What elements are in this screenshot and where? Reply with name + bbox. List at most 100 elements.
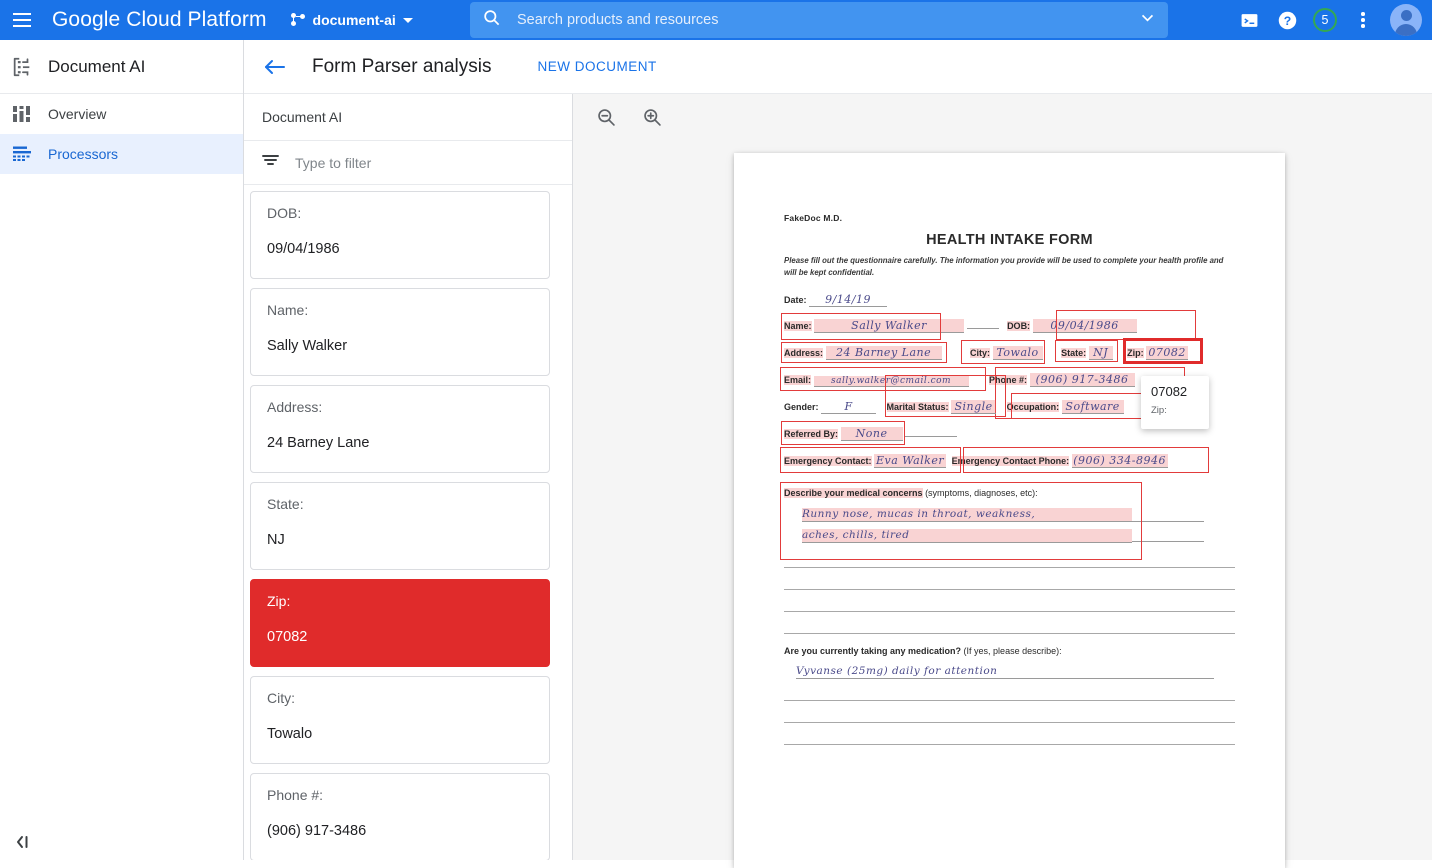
field-card-phone[interactable]: Phone #: (906) 917-3486 [250,773,550,860]
form-intro: Please fill out the questionnaire carefu… [784,256,1224,278]
field-value: NJ [267,532,285,548]
nav-product-title: Document AI [48,56,146,76]
marital-label: Marital Status: [886,402,949,413]
left-navigation: Document AI Overview [0,40,244,860]
field-value: 24 Barney Lane [267,435,370,451]
page-header: Form Parser analysis NEW DOCUMENT [244,40,1432,94]
global-search-bar[interactable] [470,2,1168,38]
extracted-fields-panel: Document AI DOB: 09/04/1986 Name: Sally … [244,94,573,860]
address-value: 24 Barney Lane [825,346,942,361]
field-value: (906) 917-3486 [267,823,367,839]
emergency-contact-label: Emergency Contact: [784,456,872,467]
concerns-question-bold: Describe your medical concerns [784,488,923,499]
hamburger-menu-icon[interactable] [0,0,44,40]
field-card-state[interactable]: State: NJ [250,482,550,570]
document-ai-icon [10,56,34,78]
date-value: 9/14/19 [809,293,888,308]
field-value: Sally Walker [267,338,348,354]
doc-row-date: Date: 9/14/19 [784,293,1235,313]
document-page[interactable]: FakeDoc M.D. HEALTH INTAKE FORM Please f… [734,153,1285,868]
emergency-phone-label: Emergency Contact Phone: [951,456,1070,467]
more-options-icon[interactable] [1346,3,1380,37]
avatar[interactable] [1390,4,1422,36]
dob-value: 09/04/1986 [1032,319,1137,334]
notifications-button[interactable]: 5 [1308,3,1342,37]
page-title: Form Parser analysis [312,55,492,77]
search-icon [482,8,501,32]
project-selector[interactable]: document-ai [290,12,413,28]
help-icon[interactable]: ? [1270,3,1304,37]
back-arrow-icon[interactable] [260,52,290,82]
field-label: Phone #: [267,787,324,803]
blank-line [784,589,1235,591]
medication-question-bold: Are you currently taking any medication? [784,646,962,657]
sidebar-item-overview[interactable]: Overview [0,94,243,134]
concerns-question: Describe your medical concerns (symptoms… [784,488,1235,499]
project-icon [290,13,306,27]
tooltip-value: 07082 [1151,384,1188,399]
zoom-in-icon[interactable] [637,102,667,132]
blank-lines-group-2 [784,700,1235,746]
clinic-name: FakeDoc M.D. [784,213,843,223]
doc-row-referred: Referred By: None [781,421,1235,447]
name-label: Name: [784,321,812,332]
nav-product-header: Document AI [0,40,243,94]
sidebar-item-processors[interactable]: Processors [0,134,243,174]
name-value: Sally Walker [814,319,965,334]
field-card-zip[interactable]: Zip: 07082 [250,579,550,667]
field-card-city[interactable]: City: Towalo [250,676,550,764]
blank-line [784,611,1235,613]
doc-row-emergency: Emergency Contact: Eva Walker Emergency … [780,447,1235,474]
search-input[interactable] [517,12,1131,28]
document-viewer: FakeDoc M.D. HEALTH INTAKE FORM Please f… [573,94,1432,868]
field-tooltip: 07082 Zip: [1141,376,1209,429]
doc-row-address: Address: 24 Barney Lane City: Towalo Sta… [781,338,1235,366]
state-value: NJ [1088,346,1113,361]
referred-value: None [840,427,903,442]
email-value: sally.walker@cmail.com [813,376,969,388]
date-label: Date: [784,295,807,306]
field-card-address[interactable]: Address: 24 Barney Lane [250,385,550,473]
medication-line-1: Vyvanse (25mg) daily for attention [796,665,1214,680]
field-label: City: [267,690,295,706]
field-value: Towalo [267,726,313,742]
email-label: Email: [784,375,812,386]
notification-count: 5 [1313,8,1337,32]
sidebar-item-label: Processors [48,146,119,162]
address-label: Address: [784,348,824,359]
field-card-dob[interactable]: DOB: 09/04/1986 [250,191,550,279]
top-app-bar: Google Cloud Platform document-ai [0,0,1432,40]
cloud-shell-icon[interactable] [1232,3,1266,37]
new-document-button[interactable]: NEW DOCUMENT [537,59,657,74]
product-title: Google Cloud Platform [52,8,267,31]
svg-text:?: ? [1283,13,1290,27]
filter-input[interactable] [295,154,572,171]
field-label: State: [267,496,304,512]
field-value: 09/04/1986 [267,241,340,257]
tooltip-label: Zip: [1151,405,1167,416]
field-card-list[interactable]: DOB: 09/04/1986 Name: Sally Walker Addre… [244,185,572,860]
field-card-name[interactable]: Name: Sally Walker [250,288,550,376]
form-title: HEALTH INTAKE FORM [926,232,1093,248]
blank-line [784,744,1235,746]
emergency-phone-value: (906) 334-8946 [1071,454,1168,469]
zoom-out-icon[interactable] [591,102,621,132]
search-chevron-down-icon[interactable] [1139,9,1156,31]
gender-value: F [821,400,877,415]
filter-row[interactable] [244,141,572,185]
phone-value: (906) 917-3486 [1029,373,1135,388]
dashboard-icon [10,105,34,123]
collapse-nav-icon[interactable] [10,830,38,854]
phone-label: Phone #: [989,375,1028,386]
document-content: FakeDoc M.D. HEALTH INTAKE FORM Please f… [734,153,1285,868]
field-value: 07082 [267,629,308,645]
processors-icon [10,146,34,162]
section-medication: Are you currently taking any medication?… [784,646,1235,680]
emergency-contact-value: Eva Walker [874,454,947,469]
concerns-line-1: Runny nose, mucas in throat, weakness, [802,508,1132,523]
blank-line [784,567,1235,569]
filter-icon [262,153,279,172]
dob-label: DOB: [1007,321,1031,332]
occupation-label: Occupation: [1006,402,1060,413]
blank-lines-group-1 [784,567,1235,635]
